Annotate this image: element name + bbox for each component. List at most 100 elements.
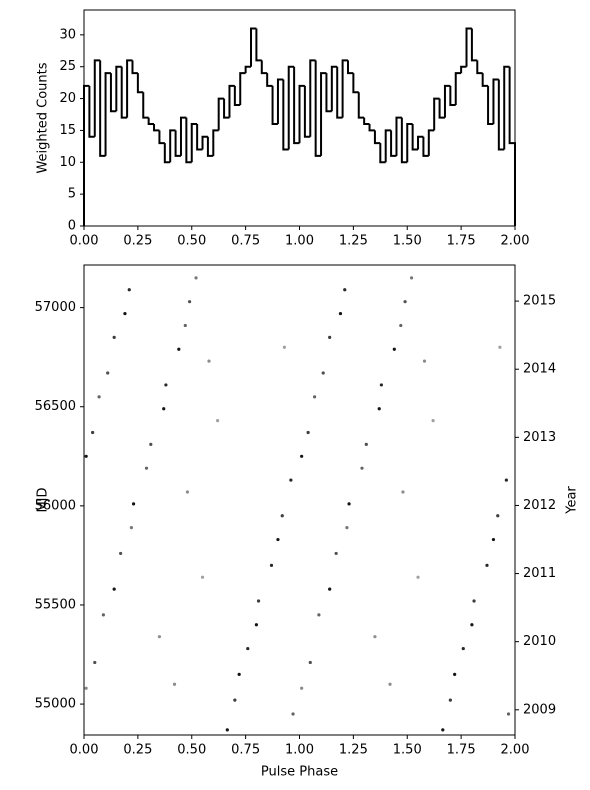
histogram-step	[223, 98, 230, 119]
histogram-step	[282, 79, 289, 151]
histogram-step	[136, 73, 144, 94]
photon-point	[162, 407, 166, 411]
photon-point	[119, 551, 123, 556]
photon-point	[200, 575, 205, 579]
x-tick-label: 1.50	[393, 234, 422, 249]
histogram-step	[476, 60, 483, 75]
histogram-step	[487, 85, 494, 126]
photon-point	[91, 430, 95, 435]
photon-point	[306, 430, 310, 435]
y-tick-label: 20	[59, 91, 76, 106]
x-tick-label: 1.00	[285, 234, 314, 249]
histogram-step	[390, 130, 397, 157]
photon-point	[485, 563, 489, 567]
photon-point	[300, 686, 304, 690]
photon-point	[422, 359, 427, 363]
histogram-step	[88, 85, 95, 138]
photon-point	[403, 300, 407, 304]
x-tick-label: 1.25	[339, 743, 368, 758]
histogram-step	[250, 27, 257, 67]
photon-point	[183, 323, 187, 328]
photon-point	[112, 335, 116, 339]
y-tick-label: 56000	[35, 498, 76, 513]
photon-point	[448, 698, 452, 702]
photon-point	[187, 300, 192, 304]
photon-point	[93, 660, 97, 665]
y-tick-label: 25	[59, 59, 76, 74]
photon-point	[506, 712, 511, 716]
histogram-step	[503, 65, 510, 150]
histogram-step	[400, 117, 408, 164]
histogram-step	[427, 129, 435, 156]
photon-point	[453, 672, 457, 676]
histogram-step	[411, 124, 419, 151]
photon-point	[399, 323, 403, 328]
photon-point	[431, 419, 435, 423]
photon-point	[225, 728, 229, 732]
histogram-step	[206, 136, 214, 157]
photon-point	[373, 635, 377, 639]
photon-point	[106, 371, 110, 375]
photon-point	[300, 454, 304, 458]
photon-point	[164, 383, 168, 387]
histogram-step	[120, 66, 128, 119]
histogram-step	[379, 143, 386, 164]
photon-point	[496, 514, 500, 518]
x-tick-label: 0.50	[177, 234, 206, 249]
axes-frame	[83, 264, 516, 736]
x-tick-label: 0.75	[231, 743, 260, 758]
photon-point	[491, 537, 496, 542]
y-axis-label: MJD	[36, 487, 51, 512]
photon-point	[377, 407, 381, 411]
histogram-step	[233, 85, 241, 106]
histogram-step	[163, 143, 171, 164]
photon-point	[392, 347, 396, 351]
histogram-step	[293, 66, 300, 145]
y2-tick-label: 2013	[523, 430, 556, 445]
histogram-step	[470, 28, 478, 62]
histogram-step	[346, 60, 354, 75]
photon-point	[388, 682, 392, 686]
y-tick-label: 57000	[35, 300, 76, 315]
photon-point	[416, 575, 420, 579]
histogram-step	[260, 60, 268, 75]
histogram-step	[126, 59, 133, 118]
histogram-step	[169, 129, 176, 163]
photon-point	[280, 514, 284, 518]
photon-point	[472, 599, 476, 603]
photon-point	[172, 682, 177, 686]
photon-point	[233, 698, 237, 702]
histogram-step	[287, 65, 295, 150]
photon-point	[360, 466, 364, 470]
histogram-step	[174, 130, 181, 157]
histogram-step	[228, 84, 235, 118]
histogram-step	[185, 117, 192, 164]
histogram-step	[406, 123, 413, 163]
x-tick-label: 0.50	[177, 743, 206, 758]
histogram-step	[325, 73, 332, 113]
photon-point	[177, 347, 181, 351]
photon-point	[347, 502, 351, 506]
histogram-step	[508, 66, 516, 226]
histogram-step	[147, 117, 155, 126]
photon-point	[328, 335, 332, 339]
histogram-step	[465, 27, 472, 67]
histogram-step	[492, 78, 499, 125]
histogram-step	[373, 130, 381, 145]
x-tick-label: 0.25	[123, 234, 152, 249]
histogram-step	[109, 73, 117, 113]
photon-point	[269, 563, 274, 567]
photon-point	[101, 613, 105, 617]
histogram-step	[438, 98, 445, 119]
photon-point	[338, 311, 343, 316]
y-tick-label: 5	[68, 187, 76, 202]
histogram-step	[131, 60, 138, 75]
histogram-step	[357, 92, 365, 119]
y2-tick-label: 2011	[523, 566, 556, 581]
y2-tick-label: 2015	[523, 294, 556, 309]
histogram-step	[303, 85, 311, 138]
histogram-step	[190, 123, 198, 163]
photon-point	[123, 311, 127, 316]
y2-tick-label: 2009	[523, 702, 556, 717]
